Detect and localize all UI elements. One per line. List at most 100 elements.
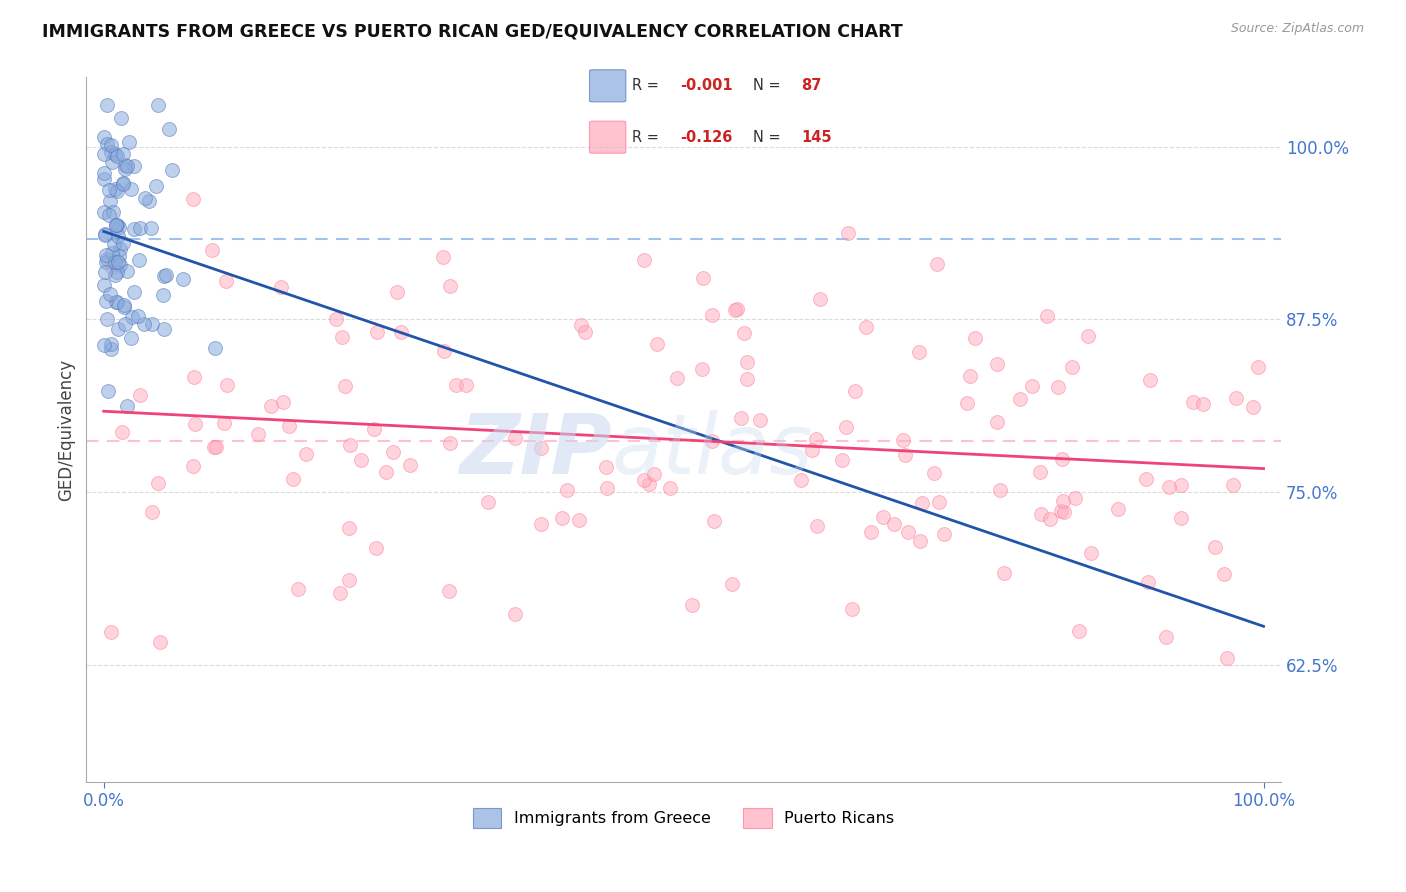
- Point: [139, 221, 162, 235]
- Point: [748, 413, 770, 427]
- Point: [725, 301, 748, 316]
- Point: [568, 513, 591, 527]
- Point: [101, 246, 124, 260]
- Text: 87: 87: [801, 78, 821, 94]
- Point: [1135, 472, 1157, 486]
- Point: [104, 147, 127, 161]
- Point: [1247, 359, 1270, 374]
- FancyBboxPatch shape: [589, 70, 626, 102]
- Point: [965, 331, 987, 345]
- Point: [389, 326, 412, 340]
- Point: [444, 377, 467, 392]
- Point: [138, 194, 160, 208]
- Point: [733, 326, 755, 341]
- Point: [730, 411, 752, 425]
- Point: [114, 157, 136, 171]
- Point: [105, 265, 128, 279]
- Point: [883, 517, 905, 532]
- Point: [146, 476, 169, 491]
- Point: [129, 388, 152, 402]
- Point: [337, 521, 360, 535]
- Point: [94, 227, 117, 242]
- Point: [146, 98, 169, 112]
- Point: [96, 255, 118, 269]
- Point: [569, 318, 592, 332]
- Point: [172, 271, 194, 285]
- Point: [1046, 380, 1069, 394]
- Point: [184, 417, 207, 431]
- Point: [806, 518, 828, 533]
- Point: [121, 310, 143, 325]
- Point: [956, 395, 979, 409]
- Point: [201, 244, 224, 258]
- Point: [1225, 391, 1247, 405]
- Point: [844, 384, 866, 398]
- Text: IMMIGRANTS FROM GREECE VS PUERTO RICAN GED/EQUIVALENCY CORRELATION CHART: IMMIGRANTS FROM GREECE VS PUERTO RICAN G…: [42, 22, 903, 40]
- Point: [1139, 373, 1161, 387]
- Point: [118, 135, 141, 149]
- Text: R =: R =: [631, 78, 664, 94]
- Point: [333, 379, 356, 393]
- Point: [835, 419, 858, 434]
- Point: [1021, 378, 1043, 392]
- Point: [1076, 329, 1098, 343]
- Point: [153, 268, 176, 283]
- Point: [385, 285, 408, 299]
- Point: [439, 435, 461, 450]
- Point: [932, 527, 955, 541]
- Point: [1182, 394, 1205, 409]
- Point: [205, 440, 228, 454]
- Point: [1213, 567, 1236, 582]
- Text: R =: R =: [631, 129, 664, 145]
- Point: [110, 111, 132, 125]
- Point: [837, 226, 859, 240]
- Point: [808, 292, 831, 306]
- Point: [456, 378, 478, 392]
- Point: [96, 98, 118, 112]
- Point: [350, 453, 373, 467]
- Point: [100, 260, 122, 274]
- Point: [96, 137, 118, 152]
- Point: [105, 294, 128, 309]
- Point: [1170, 511, 1192, 525]
- Point: [551, 510, 574, 524]
- Point: [100, 287, 122, 301]
- Point: [93, 166, 115, 180]
- Point: [104, 254, 127, 268]
- Point: [993, 566, 1015, 580]
- Point: [271, 395, 294, 409]
- Point: [724, 302, 747, 317]
- Point: [105, 184, 128, 198]
- Point: [100, 138, 122, 153]
- Point: [681, 598, 703, 612]
- Text: ZIP: ZIP: [460, 410, 612, 491]
- Point: [149, 634, 172, 648]
- Point: [339, 437, 361, 451]
- Point: [128, 253, 150, 268]
- Point: [1062, 360, 1084, 375]
- Point: [366, 541, 388, 555]
- Point: [145, 179, 167, 194]
- Point: [96, 252, 118, 266]
- Point: [1036, 309, 1059, 323]
- Point: [93, 147, 115, 161]
- Point: [122, 285, 145, 299]
- Point: [105, 295, 128, 310]
- Point: [97, 182, 120, 196]
- Point: [114, 161, 136, 176]
- Point: [134, 191, 156, 205]
- Point: [959, 369, 981, 384]
- Point: [924, 466, 946, 480]
- Point: [477, 495, 499, 509]
- Point: [122, 159, 145, 173]
- Point: [94, 293, 117, 308]
- Point: [181, 459, 204, 474]
- Point: [637, 477, 659, 491]
- Point: [107, 229, 129, 244]
- Point: [112, 298, 135, 312]
- Point: [339, 573, 361, 587]
- Point: [801, 443, 824, 458]
- Point: [735, 372, 758, 386]
- Point: [270, 280, 292, 294]
- Point: [155, 268, 177, 282]
